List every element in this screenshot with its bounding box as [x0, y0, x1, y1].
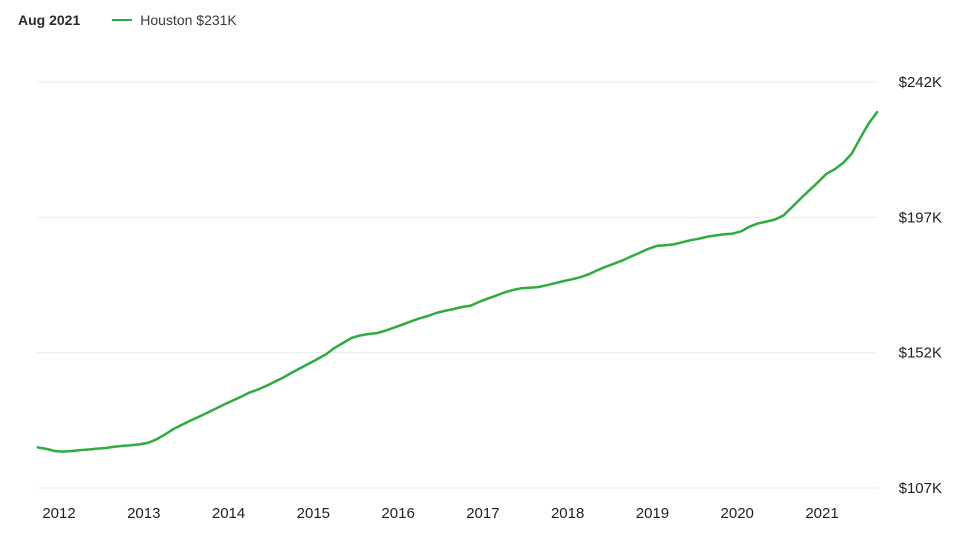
- y-tick-label: $107K: [899, 480, 942, 497]
- y-tick-label: $197K: [899, 209, 942, 226]
- y-tick-label: $242K: [899, 74, 942, 91]
- legend[interactable]: Houston $231K: [112, 12, 237, 28]
- x-axis-tick-labels: 2012 2013 2014 2015 2016 2017 2018 2019 2020 2021: [42, 505, 838, 522]
- x-tick-label: 2015: [297, 505, 330, 522]
- x-tick-label: 2014: [212, 505, 245, 522]
- x-tick-label: 2012: [42, 505, 75, 522]
- x-tick-label: 2021: [805, 505, 838, 522]
- chart-header: Aug 2021 Houston $231K: [18, 9, 237, 31]
- x-tick-label: 2020: [721, 505, 754, 522]
- legend-label: Houston $231K: [140, 12, 237, 28]
- x-tick-label: 2017: [466, 505, 499, 522]
- series-line-houston[interactable]: [36, 110, 879, 453]
- x-tick-label: 2016: [381, 505, 414, 522]
- date-label: Aug 2021: [18, 12, 81, 28]
- series-layer: [36, 110, 879, 453]
- x-tick-label: 2018: [551, 505, 584, 522]
- grid-lines: [37, 81, 877, 489]
- x-tick-label: 2019: [636, 505, 669, 522]
- y-tick-label: $152K: [899, 345, 942, 362]
- y-axis-tick-labels: $107K $152K $197K $242K: [899, 74, 942, 497]
- legend-swatch: [112, 19, 133, 21]
- x-tick-label: 2013: [127, 505, 160, 522]
